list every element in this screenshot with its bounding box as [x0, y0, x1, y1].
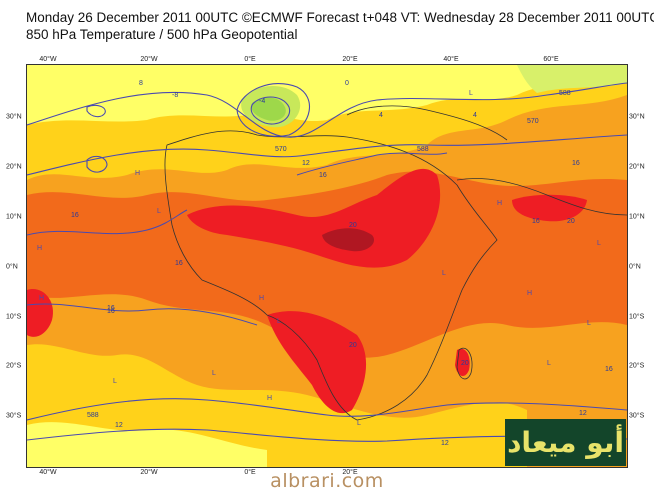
- map-title: Monday 26 December 2011 00UTC ©ECMWF For…: [26, 9, 654, 43]
- contour-label-4: 4: [473, 112, 477, 119]
- lat-tick-right-0n: 0°N: [629, 263, 641, 271]
- pressure-marker-h: H: [37, 245, 42, 252]
- pressure-marker-l: L: [469, 90, 473, 97]
- contour-label-20d: 20: [461, 360, 469, 367]
- title-line-1: Monday 26 December 2011 00UTC ©ECMWF For…: [26, 10, 654, 25]
- lon-tick-bottom-20e: 20°E: [342, 469, 358, 476]
- coastline-mediterranean: [346, 105, 508, 141]
- lon-tick-top-40w: 40°W: [39, 56, 57, 63]
- lat-tick-right-10n: 10°N: [629, 213, 645, 221]
- band-pale-yellow-north: [27, 65, 627, 125]
- lon-tick-top-60e: 60°E: [543, 56, 559, 63]
- contour-588-north: [27, 134, 627, 176]
- band-dark-red-core: [322, 228, 375, 252]
- contour-570-south: [27, 428, 627, 442]
- contour-label-0: 0: [345, 80, 349, 87]
- pressure-marker-h: H: [135, 170, 140, 177]
- contour-label-12a: 12: [302, 160, 310, 167]
- pressure-marker-h: H: [259, 295, 264, 302]
- contour-label-16c: 16: [175, 260, 183, 267]
- contour-label-neg8: -8: [172, 92, 178, 99]
- lat-tick-left-20n: 20°N: [6, 163, 22, 171]
- coastline-madagascar: [456, 347, 473, 380]
- pressure-marker-l: L: [277, 318, 281, 325]
- contour-ring-northwest: [86, 104, 106, 118]
- lat-tick-right-10s: 10°S: [629, 313, 645, 321]
- band-red-arabian-sea: [512, 194, 587, 222]
- contour-label-16d: 16: [107, 305, 115, 312]
- lat-tick-left-10n: 10°N: [6, 213, 22, 221]
- contour-ring-atlantic: [86, 155, 108, 173]
- isotherm-16-central: [27, 303, 258, 326]
- forecast-map: 0 8 -4 -8 570 588 12 16 16 16 16 20 20 1…: [26, 64, 628, 468]
- lat-tick-right-30n: 30°N: [629, 113, 645, 121]
- contour-label-16b: 16: [71, 212, 79, 219]
- lat-tick-left-30s: 30°S: [6, 412, 22, 420]
- lat-tick-right-30s: 30°S: [629, 412, 645, 420]
- lat-tick-left-20s: 20°S: [6, 362, 22, 370]
- contour-label-570: 570: [275, 146, 287, 153]
- band-red-atlantic: [27, 289, 53, 337]
- pressure-marker-l: L: [212, 370, 216, 377]
- contour-label-16g: 16: [605, 366, 613, 373]
- pressure-marker-l: L: [357, 420, 361, 427]
- map-canvas: 0 8 -4 -8 570 588 12 16 16 16 16 20 20 1…: [27, 65, 627, 467]
- band-red-southern-africa: [267, 311, 367, 414]
- lon-tick-top-20w: 20°W: [140, 56, 158, 63]
- watermark-site[interactable]: albrari.com: [270, 470, 384, 492]
- isotherm-16-west: [27, 209, 188, 236]
- lon-tick-bottom-20w: 20°W: [140, 469, 158, 476]
- watermark-logo: أبو ميعاد: [505, 419, 626, 466]
- lat-tick-left-0n: 0°N: [6, 263, 18, 271]
- contour-label-588c: 588: [559, 90, 571, 97]
- coastline-arabia: [456, 178, 627, 216]
- lon-tick-top-40e: 40°E: [443, 56, 459, 63]
- contour-label-16h: 16: [107, 308, 115, 315]
- band-green-inner: [251, 97, 286, 121]
- pressure-marker-l: L: [587, 320, 591, 327]
- contour-label-16e: 16: [532, 218, 540, 225]
- contour-label-4b: 4: [379, 112, 383, 119]
- lon-tick-top-0e: 0°E: [244, 56, 256, 63]
- contour-label-8: 8: [139, 80, 143, 87]
- contour-570: [27, 82, 627, 138]
- pressure-marker-l: L: [157, 208, 161, 215]
- contour-label-12b: 12: [441, 440, 449, 447]
- contour-label-588b: 588: [87, 412, 99, 419]
- contour-label-20a: 20: [349, 222, 357, 229]
- pressure-marker-h: H: [267, 395, 272, 402]
- contour-label-20c: 20: [567, 218, 575, 225]
- pressure-marker-h: H: [527, 290, 532, 297]
- title-line-2: 850 hPa Temperature / 500 hPa Geopotenti…: [26, 27, 298, 42]
- contour-label-12c: 12: [115, 422, 123, 429]
- lat-tick-left-10s: 10°S: [6, 313, 22, 321]
- pressure-marker-l: L: [113, 378, 117, 385]
- pressure-marker-l: L: [597, 240, 601, 247]
- pressure-marker-l: L: [442, 270, 446, 277]
- lat-tick-right-20s: 20°S: [629, 362, 645, 370]
- lat-tick-left-30n: 30°N: [6, 113, 22, 121]
- contour-low-inner: [250, 96, 291, 125]
- contour-label-20b: 20: [349, 342, 357, 349]
- band-dark-orange-tropics: [27, 171, 627, 358]
- contour-label-neg4: -4: [259, 98, 265, 105]
- pressure-marker-h: H: [497, 200, 502, 207]
- lon-tick-bottom-40w: 40°W: [39, 469, 57, 476]
- contour-label-570b: 570: [527, 118, 539, 125]
- pressure-marker-h: H: [39, 295, 44, 302]
- contour-588-south: [27, 398, 627, 421]
- contour-label-16f: 16: [572, 160, 580, 167]
- lon-tick-top-20e: 20°E: [342, 56, 358, 63]
- pressure-marker-l: L: [547, 360, 551, 367]
- isotherm-12-north: [296, 152, 448, 176]
- contour-label-16a: 16: [319, 172, 327, 179]
- coastline-africa: [164, 130, 498, 421]
- band-green-northeast: [517, 65, 627, 93]
- lon-tick-bottom-0e: 0°E: [244, 469, 256, 476]
- contour-label-12d: 12: [579, 410, 587, 417]
- band-red-central-africa: [187, 168, 441, 268]
- contour-low-center: [236, 83, 311, 137]
- lat-tick-right-20n: 20°N: [629, 163, 645, 171]
- contour-label-588: 588: [417, 146, 429, 153]
